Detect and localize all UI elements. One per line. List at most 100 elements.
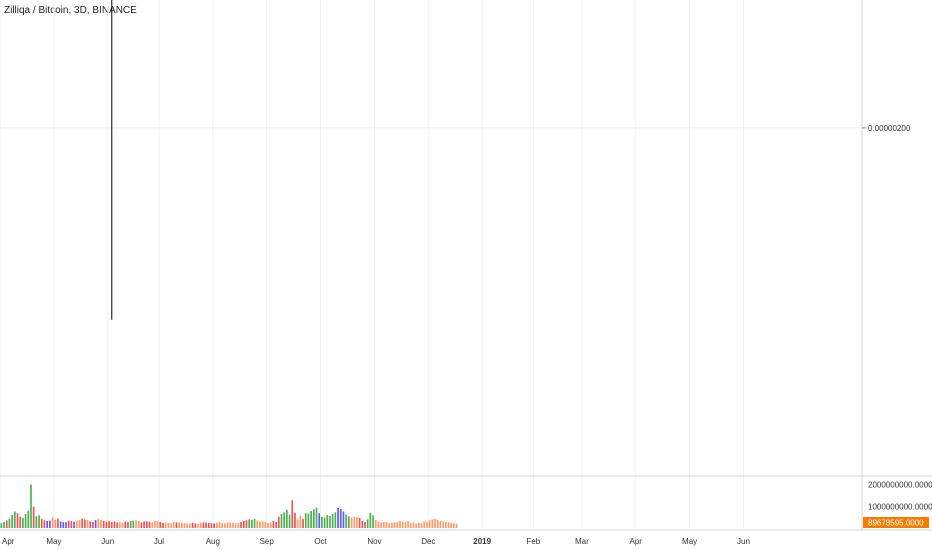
- volume-bar: [294, 512, 296, 528]
- volume-bar: [22, 517, 24, 528]
- volume-bar: [194, 523, 197, 528]
- volume-bar: [444, 521, 447, 528]
- volume-bar: [248, 519, 251, 528]
- volume-bar: [291, 500, 294, 528]
- volume-bar: [19, 516, 22, 528]
- volume-bar: [326, 514, 329, 528]
- volume-bar: [339, 508, 342, 528]
- volume-bar: [253, 518, 256, 528]
- volume-bar: [364, 521, 366, 528]
- volume-bar: [57, 518, 59, 528]
- volume-bar: [455, 523, 458, 528]
- volume-bar: [119, 522, 121, 528]
- volume-bar: [350, 517, 353, 528]
- volume-bar: [167, 523, 170, 528]
- volume-bar: [434, 518, 436, 528]
- volume-bar: [296, 519, 299, 528]
- volume-bar: [240, 521, 242, 528]
- x-tick-label: May: [682, 537, 697, 546]
- price-axis-bg: [862, 0, 932, 550]
- volume-bar: [267, 523, 269, 528]
- volume-bar: [275, 521, 277, 528]
- volume-bar: [110, 521, 113, 528]
- grid-lines: [0, 0, 862, 528]
- volume-bar: [418, 522, 420, 528]
- volume-bar: [94, 520, 97, 528]
- volume-bar: [453, 523, 455, 528]
- volume-bar: [11, 514, 13, 528]
- volume-bar: [43, 520, 46, 528]
- volume-bar: [59, 521, 62, 528]
- volume-badge-label: 89678595.0000: [868, 519, 924, 528]
- volume-bar: [121, 522, 124, 528]
- volume-bar: [113, 521, 116, 528]
- chart-title: Zilliqa / Bitcoin, 3D, BINANCE: [4, 5, 137, 16]
- volume-bar: [3, 521, 5, 528]
- volume-bar: [329, 515, 331, 528]
- volume-bar: [65, 522, 67, 528]
- x-tick-label: Apr: [629, 537, 642, 546]
- volume-bar: [420, 523, 423, 528]
- volume-bar: [84, 519, 86, 528]
- volume-bar: [447, 522, 450, 528]
- volume-bar: [5, 520, 8, 528]
- volume-bar: [331, 514, 334, 528]
- volume-bar: [199, 522, 202, 528]
- volume-bar: [361, 521, 364, 528]
- volume-bar: [97, 518, 100, 528]
- volume-bar: [32, 506, 35, 528]
- volume-bar: [391, 522, 393, 528]
- volume-bar: [348, 516, 350, 528]
- x-tick-label: Jul: [154, 537, 164, 546]
- volume-bar: [264, 521, 267, 528]
- volume-bar: [164, 522, 167, 528]
- volume-bar: [242, 521, 245, 528]
- volume-bar: [442, 521, 444, 528]
- volume-bar: [78, 520, 81, 528]
- volume-bar: [277, 516, 280, 528]
- volume-bar: [259, 521, 261, 528]
- volume-bar: [62, 522, 65, 528]
- volume-bar: [286, 509, 288, 528]
- volume-bar: [356, 517, 358, 528]
- x-tick-label: Apr: [2, 537, 15, 546]
- volume-bar: [202, 522, 205, 528]
- volume-tick-label: 2000000000.0000: [868, 481, 932, 490]
- volume-bar: [124, 521, 127, 528]
- volume-bar: [102, 520, 105, 528]
- volume-bar: [323, 517, 326, 528]
- volume-bar: [353, 516, 356, 528]
- volume-bar: [334, 512, 337, 528]
- volume-bar: [186, 523, 189, 528]
- volume-bar: [116, 522, 119, 528]
- volume-bar: [180, 522, 183, 528]
- volume-bar: [226, 522, 229, 528]
- volume-bar: [8, 518, 11, 528]
- x-tick-label: May: [46, 537, 61, 546]
- volume-bar: [393, 522, 396, 528]
- x-tick-label: Sep: [260, 537, 275, 546]
- volume-bar: [256, 520, 259, 528]
- volume-bar: [234, 523, 237, 528]
- volume-bar: [48, 520, 51, 528]
- volume-bar: [137, 520, 140, 528]
- volume-bar: [407, 521, 409, 528]
- volume-bar: [380, 522, 383, 528]
- volume-bar: [310, 511, 312, 528]
- volume-bar: [40, 518, 43, 528]
- volume-bar: [315, 507, 318, 528]
- x-tick-label: Aug: [206, 537, 220, 546]
- volume-bar: [132, 520, 135, 528]
- volume-bar: [245, 520, 248, 528]
- volume-bar: [191, 523, 194, 528]
- volume-bar: [13, 511, 16, 528]
- volume-bar: [423, 521, 426, 528]
- volume-bar: [283, 512, 286, 528]
- volume-bar: [304, 513, 307, 528]
- volume-bar: [280, 514, 283, 528]
- volume-bar: [436, 519, 439, 528]
- volume-bar: [377, 521, 380, 528]
- volume-bar: [35, 516, 38, 528]
- volume-bar: [54, 519, 57, 528]
